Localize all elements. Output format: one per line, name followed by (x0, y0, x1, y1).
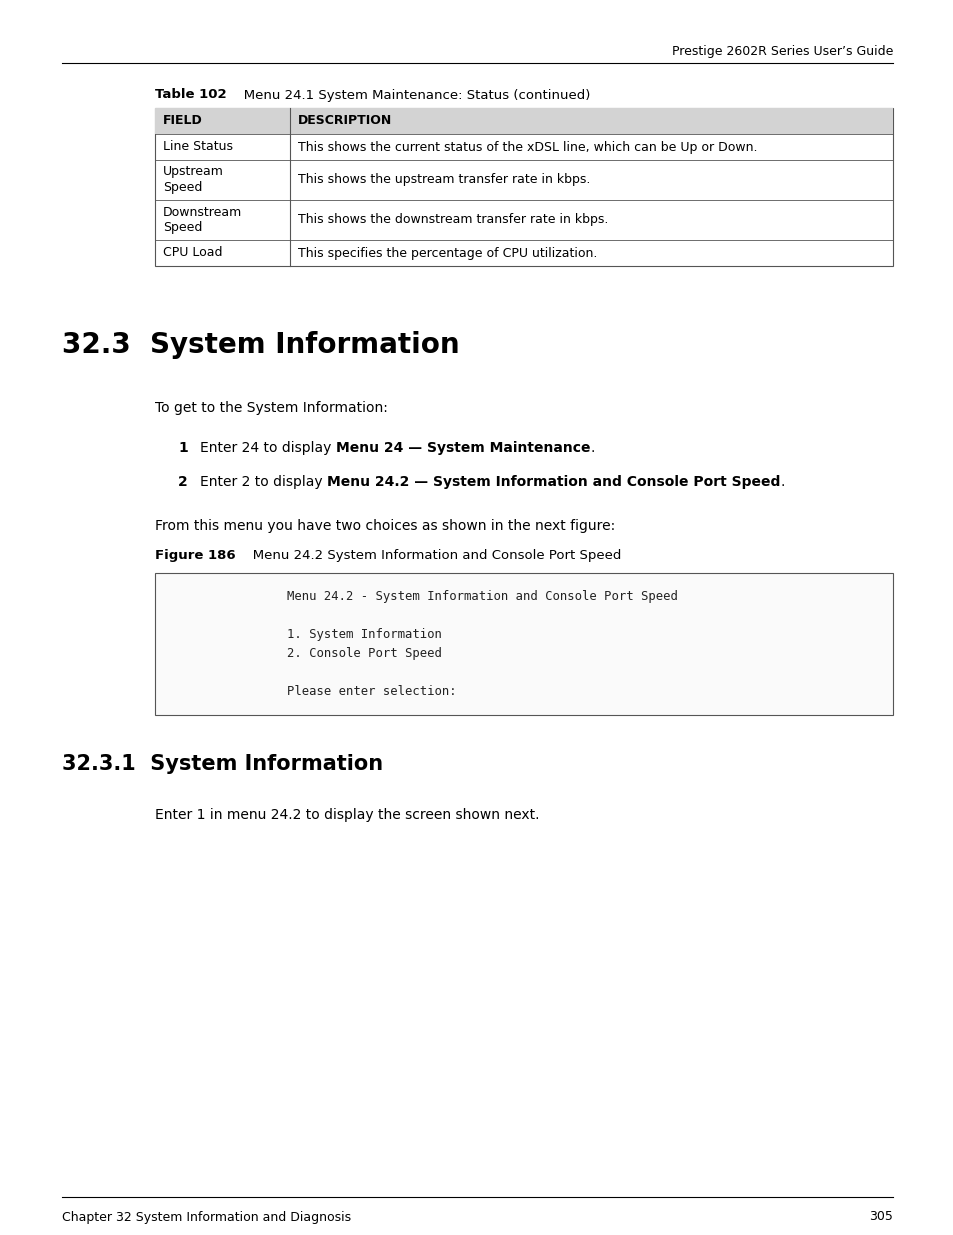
Text: 305: 305 (868, 1210, 892, 1224)
Text: Upstream
Speed: Upstream Speed (163, 165, 224, 194)
Text: Line Status: Line Status (163, 141, 233, 153)
Text: Enter 2 to display: Enter 2 to display (200, 475, 327, 489)
Text: FIELD: FIELD (163, 115, 203, 127)
Text: CPU Load: CPU Load (163, 247, 222, 259)
Text: Figure 186: Figure 186 (154, 550, 235, 562)
Text: This specifies the percentage of CPU utilization.: This specifies the percentage of CPU uti… (297, 247, 597, 259)
Bar (154, 107, 892, 135)
Text: To get to the System Information:: To get to the System Information: (154, 401, 388, 415)
Text: 32.3  System Information: 32.3 System Information (62, 331, 459, 359)
Text: 1: 1 (178, 441, 188, 454)
Text: Menu 24.1 System Maintenance: Status (continued): Menu 24.1 System Maintenance: Status (co… (231, 89, 589, 101)
Text: 32.3.1  System Information: 32.3.1 System Information (62, 755, 383, 774)
Text: This shows the upstream transfer rate in kbps.: This shows the upstream transfer rate in… (297, 173, 590, 186)
Text: This shows the downstream transfer rate in kbps.: This shows the downstream transfer rate … (297, 214, 608, 226)
Text: DESCRIPTION: DESCRIPTION (297, 115, 392, 127)
Text: This shows the current status of the xDSL line, which can be Up or Down.: This shows the current status of the xDS… (297, 141, 757, 153)
Text: Menu 24.2 - System Information and Console Port Speed: Menu 24.2 - System Information and Conso… (287, 590, 678, 603)
Text: Prestige 2602R Series User’s Guide: Prestige 2602R Series User’s Guide (671, 46, 892, 58)
Text: 2. Console Port Speed: 2. Console Port Speed (287, 647, 441, 659)
Text: Menu 24.2 — System Information and Console Port Speed: Menu 24.2 — System Information and Conso… (327, 475, 780, 489)
Bar (154, 107, 892, 266)
Text: Enter 24 to display: Enter 24 to display (200, 441, 335, 454)
Text: 2: 2 (178, 475, 188, 489)
Text: 1. System Information: 1. System Information (287, 629, 441, 641)
Text: Please enter selection:: Please enter selection: (287, 685, 456, 698)
Text: Downstream
Speed: Downstream Speed (163, 205, 242, 235)
Text: Menu 24.2 System Information and Console Port Speed: Menu 24.2 System Information and Console… (239, 550, 620, 562)
Text: Table 102: Table 102 (154, 89, 227, 101)
Text: .: . (780, 475, 784, 489)
Text: Menu 24 — System Maintenance: Menu 24 — System Maintenance (335, 441, 590, 454)
Text: Chapter 32 System Information and Diagnosis: Chapter 32 System Information and Diagno… (62, 1210, 351, 1224)
Text: .: . (590, 441, 594, 454)
Text: Enter 1 in menu 24.2 to display the screen shown next.: Enter 1 in menu 24.2 to display the scre… (154, 808, 539, 823)
Bar (154, 573, 892, 715)
Text: From this menu you have two choices as shown in the next figure:: From this menu you have two choices as s… (154, 519, 615, 534)
